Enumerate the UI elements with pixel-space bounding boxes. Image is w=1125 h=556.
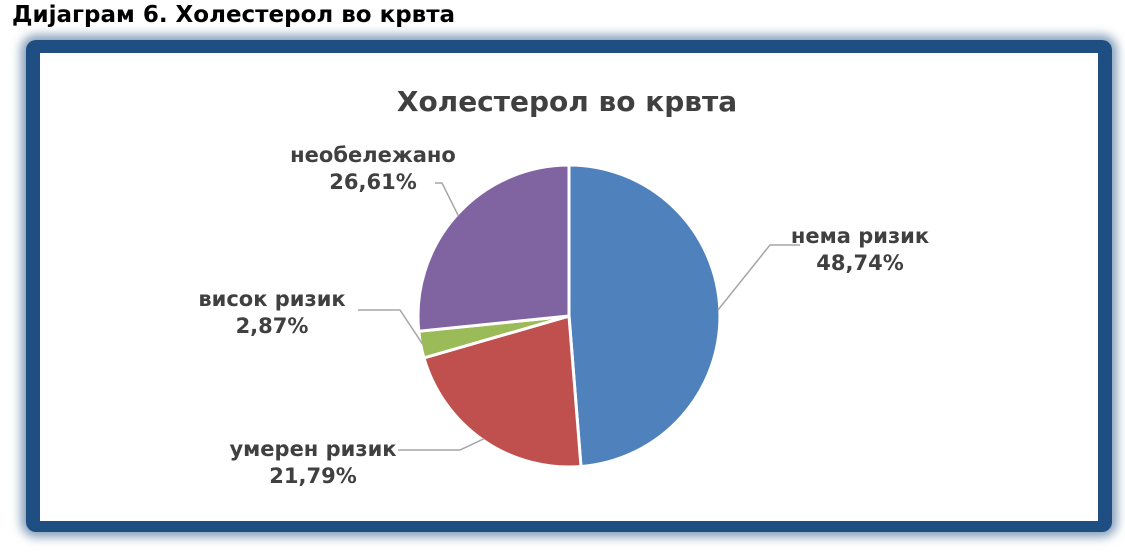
slice-value-label: 2,87% xyxy=(236,314,309,338)
pie-slice xyxy=(416,163,571,333)
slice-label: нема ризик xyxy=(791,224,929,248)
pie-slices xyxy=(416,163,722,469)
pie-slice xyxy=(567,163,722,469)
pie-chart: Холестерол во крвта нема ризик 48,74% умер… xyxy=(198,85,929,488)
leader-line xyxy=(717,244,800,311)
leader-line xyxy=(358,309,424,345)
slice-value-label: 21,79% xyxy=(269,464,356,488)
leader-lines xyxy=(358,182,800,451)
slice-value-label: 48,74% xyxy=(816,251,903,275)
pie-slice xyxy=(422,314,583,469)
data-labels: нема ризик 48,74% умерен ризик 21,79% висок … xyxy=(198,143,929,488)
chart-area: Холестерол во крвта нема ризик 48,74% умер… xyxy=(40,53,1098,521)
slice-value-label: 26,61% xyxy=(329,170,416,194)
slice-label: умерен ризик xyxy=(229,437,396,461)
slice-label: висок ризик xyxy=(198,287,345,311)
chart-title: Холестерол во крвта xyxy=(397,85,737,118)
slice-label: необележано xyxy=(290,143,456,167)
leader-line xyxy=(435,182,460,217)
figure-caption: Дијаграм 6. Холестерол во крвта xyxy=(12,2,456,28)
leader-line xyxy=(398,437,485,451)
